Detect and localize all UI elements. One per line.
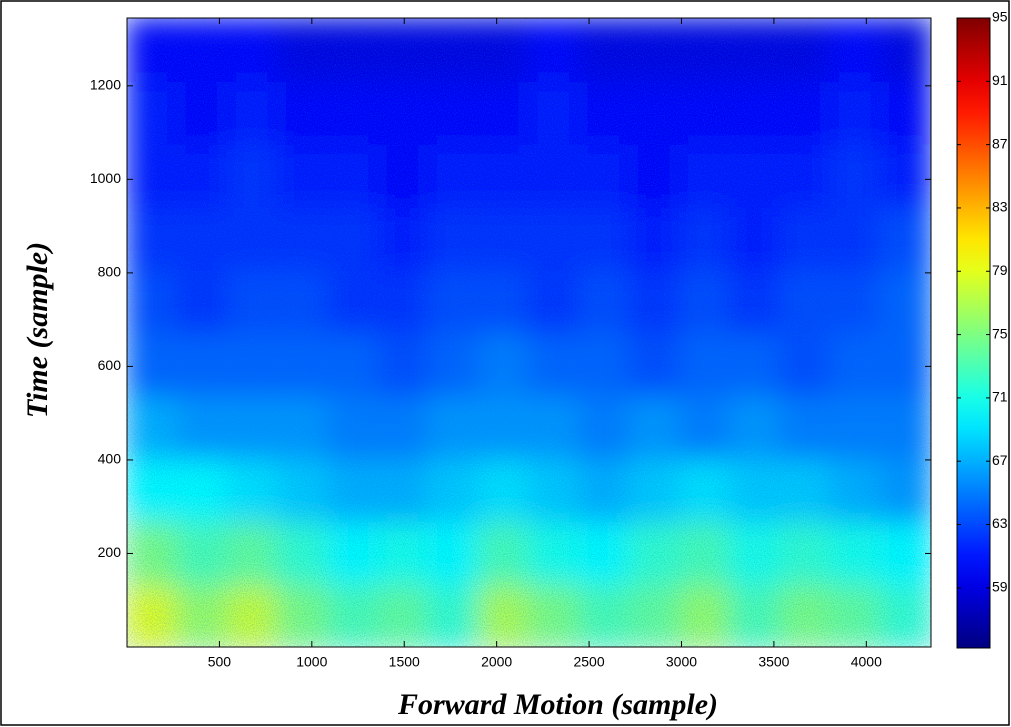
y-axis-label: Time (sample) — [21, 242, 54, 418]
x-tick-label: 1500 — [389, 654, 420, 670]
colorbar-tick-label: 95 — [992, 9, 1008, 25]
colorbar-tick-label: 71 — [992, 389, 1008, 405]
colorbar-tick-label: 83 — [992, 199, 1008, 215]
x-axis-label: Forward Motion (sample) — [397, 688, 718, 721]
x-tick-label: 3000 — [666, 654, 697, 670]
colorbar-tick-label: 79 — [992, 262, 1008, 278]
colorbar — [956, 17, 991, 649]
colorbar-tick-label: 91 — [992, 72, 1008, 88]
y-tick-label: 200 — [98, 544, 122, 560]
x-tick-label: 4000 — [851, 654, 882, 670]
y-tick-label: 1200 — [90, 77, 121, 93]
texture — [127, 18, 931, 647]
colorbar-tick-label: 59 — [992, 579, 1008, 595]
x-tick-label: 2000 — [481, 654, 512, 670]
y-tick-label: 1000 — [90, 170, 121, 186]
x-tick-label: 1000 — [296, 654, 327, 670]
x-tick-label: 2500 — [573, 654, 604, 670]
x-tick-label: 500 — [208, 654, 232, 670]
colorbar-tick-label: 75 — [992, 325, 1008, 341]
plot-frame — [126, 17, 932, 648]
colorbar-tick-label: 67 — [992, 452, 1008, 468]
y-tick-label: 400 — [98, 451, 122, 467]
y-tick-label: 600 — [98, 357, 122, 373]
y-tick-label: 800 — [98, 264, 122, 280]
heatmap — [127, 18, 931, 647]
x-tick-label: 3500 — [758, 654, 789, 670]
colorbar-tick-label: 63 — [992, 515, 1008, 531]
colorbar-tick-label: 87 — [992, 135, 1008, 151]
